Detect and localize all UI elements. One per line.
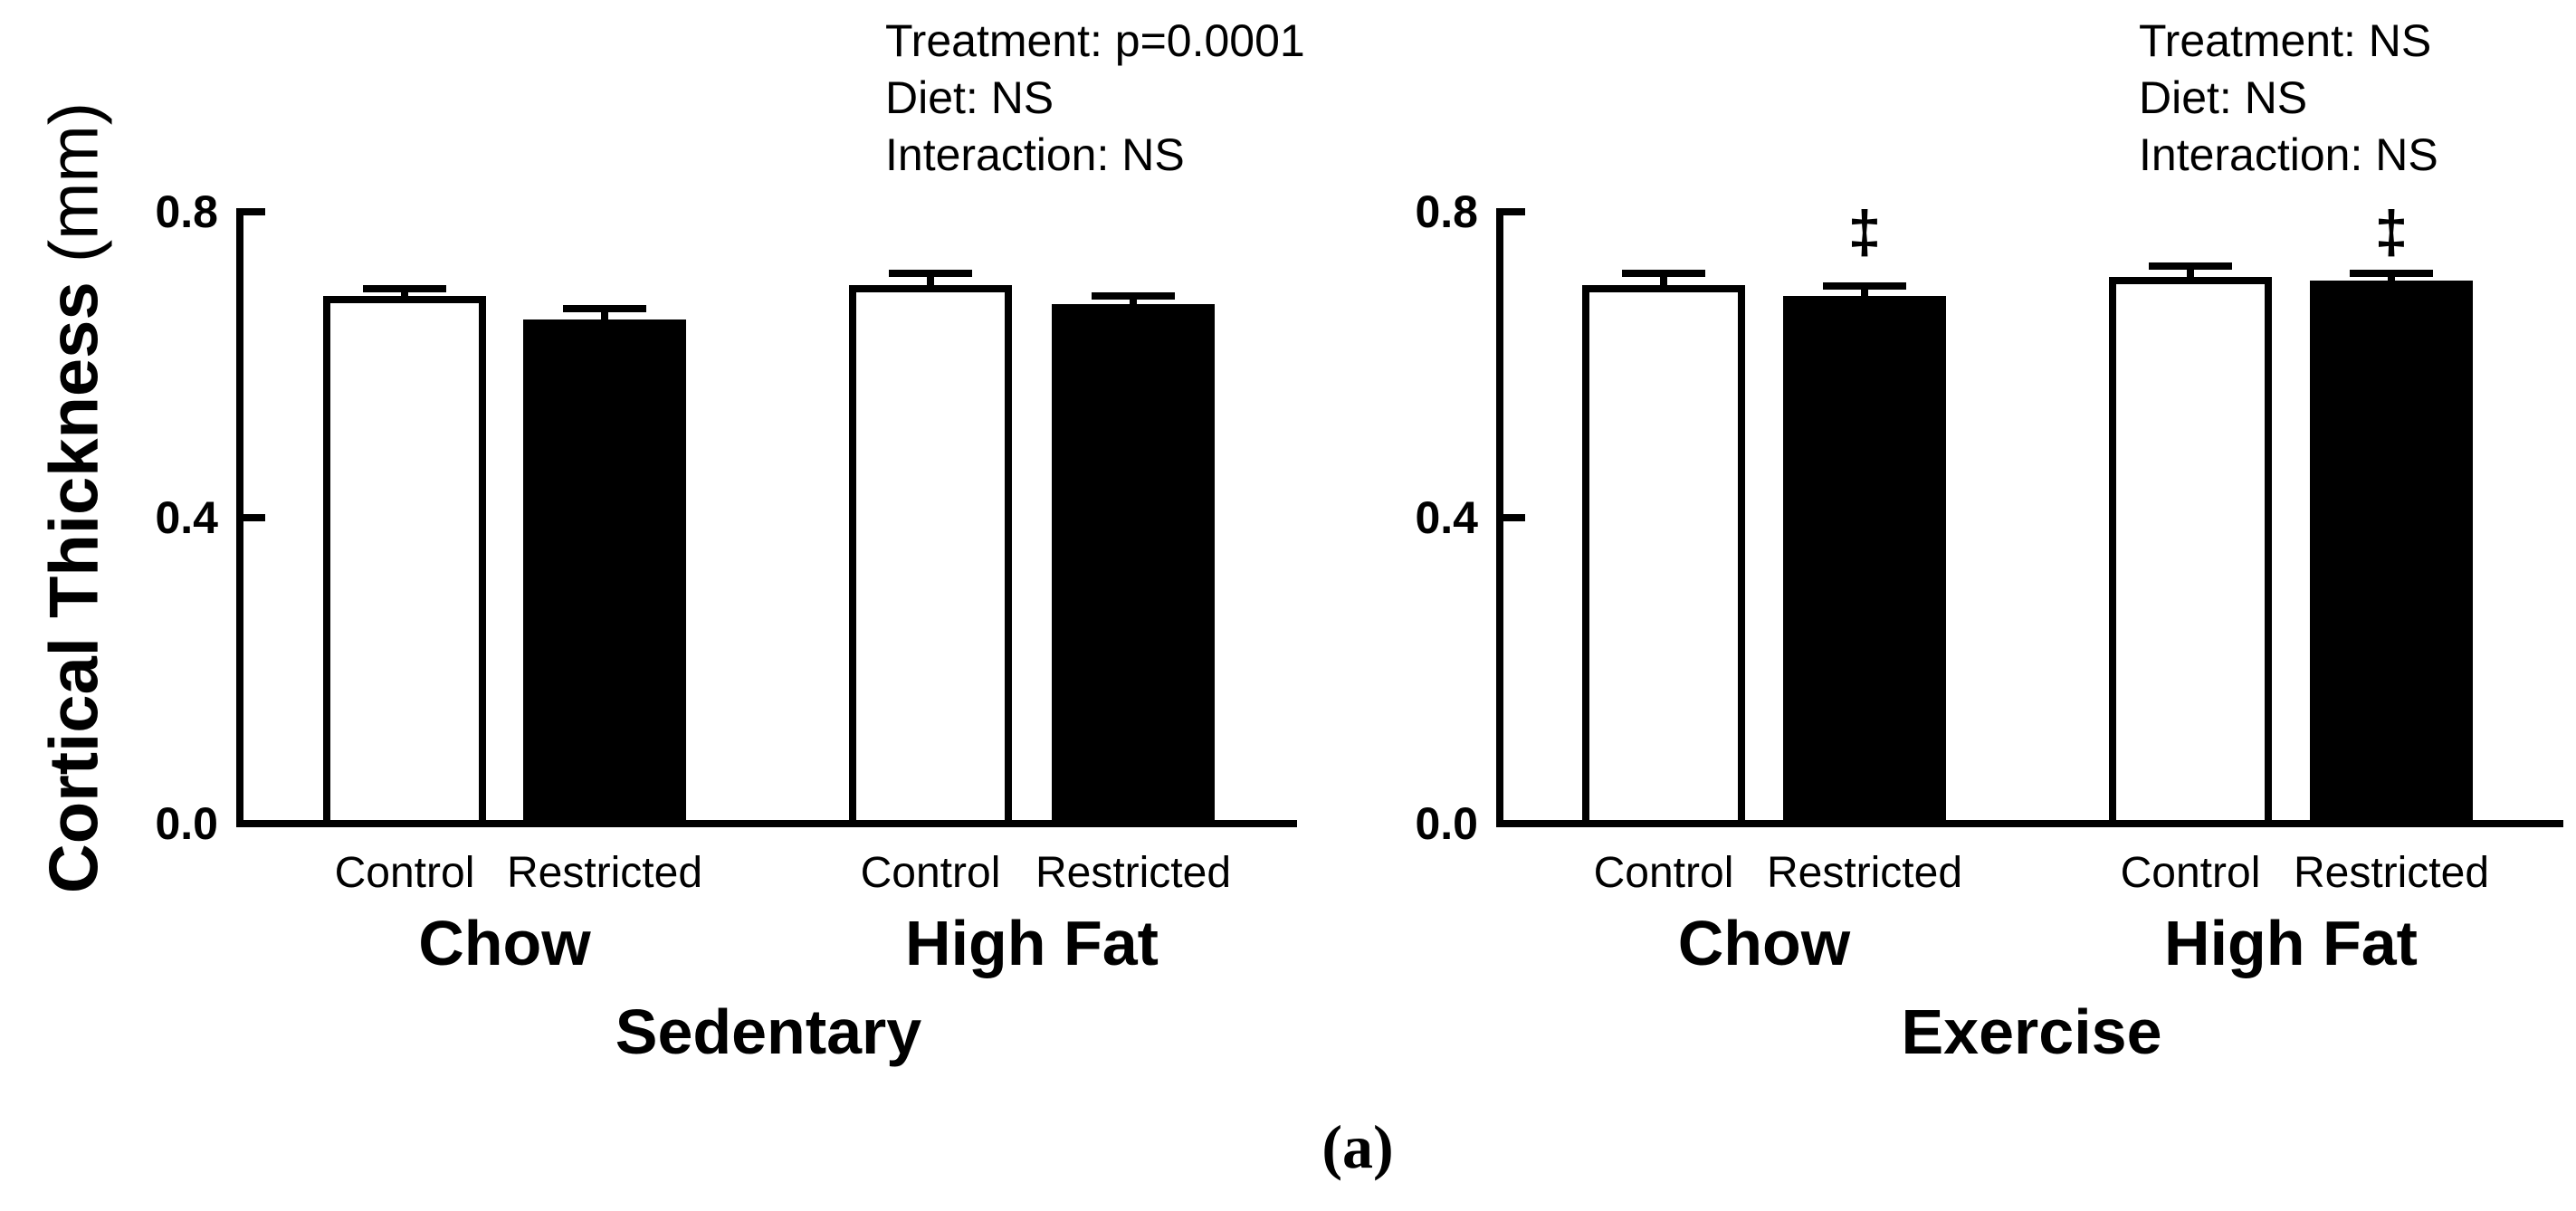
- figure-part-label: (a): [1321, 1112, 1394, 1181]
- y-tick-label: 0.0: [155, 798, 218, 849]
- bar-label: Control: [2120, 849, 2261, 897]
- significance-marker: ‡: [1847, 198, 1882, 265]
- stats-line: Interaction: NS: [2139, 129, 2438, 180]
- error-bar-stem: [927, 274, 934, 292]
- group-label: High Fat: [905, 908, 1159, 978]
- stats-line: Diet: NS: [885, 72, 1054, 123]
- bar-label: Restricted: [506, 849, 703, 897]
- bar-label: Restricted: [1035, 849, 1232, 897]
- panel-title: Sedentary: [615, 996, 922, 1067]
- bar-label: Control: [1593, 849, 1734, 897]
- y-tick: [240, 208, 265, 215]
- group-label: Chow: [1677, 908, 1851, 978]
- error-bar-stem: [1660, 275, 1667, 292]
- x-axis-line: [1496, 820, 2563, 827]
- error-bar-stem: [2187, 267, 2194, 285]
- error-bar-stem: [1130, 297, 1137, 311]
- bar-label: Control: [334, 849, 475, 897]
- y-tick: [1500, 208, 1525, 215]
- error-bar-cap: [363, 285, 446, 293]
- stats-block: Treatment: p=0.0001 Diet: NS Interaction: …: [885, 13, 1305, 184]
- error-bar-cap: [889, 269, 972, 277]
- stats-line: Treatment: NS: [2139, 15, 2432, 66]
- bar-label: Control: [860, 849, 1001, 897]
- bar-control: [849, 284, 1012, 827]
- stats-block: Treatment: NS Diet: NS Interaction: NS: [2139, 13, 2438, 184]
- y-tick-label: 0.0: [1415, 798, 1478, 849]
- error-bar-cap: [2350, 269, 2433, 277]
- error-bar-stem: [2388, 274, 2395, 289]
- error-bar-cap: [2149, 262, 2232, 270]
- x-axis-line: [236, 820, 1297, 827]
- stats-line: Diet: NS: [2139, 72, 2308, 123]
- y-tick-label: 0.8: [155, 186, 218, 237]
- bar-restricted: [1052, 303, 1215, 827]
- y-tick-label: 0.4: [1415, 492, 1478, 543]
- group-label: Chow: [418, 908, 591, 978]
- error-bar-cap: [1092, 291, 1175, 300]
- error-bar-cap: [563, 305, 646, 313]
- bar-restricted: [1783, 296, 1946, 827]
- bar-label: Restricted: [2293, 849, 2490, 897]
- bar-control: [323, 296, 486, 827]
- error-bar-stem: [601, 310, 608, 327]
- y-tick: [1500, 514, 1525, 521]
- y-tick-label: 0.4: [155, 492, 218, 543]
- bar-label: Restricted: [1766, 849, 1963, 897]
- error-bar-cap: [1823, 281, 1906, 290]
- bar-control: [1582, 284, 1745, 827]
- error-bar-cap: [1622, 270, 1705, 278]
- stats-line: Treatment: p=0.0001: [885, 15, 1305, 66]
- bar-restricted: [2310, 281, 2473, 827]
- y-tick: [240, 514, 265, 521]
- stats-line: Interaction: NS: [885, 129, 1185, 180]
- panel-title: Exercise: [1901, 996, 2162, 1067]
- error-bar-stem: [401, 291, 408, 304]
- y-tick-label: 0.8: [1415, 186, 1478, 237]
- bar-control: [2109, 277, 2272, 827]
- error-bar-stem: [1861, 287, 1868, 304]
- significance-marker: ‡: [2374, 198, 2409, 265]
- group-label: High Fat: [2164, 908, 2418, 978]
